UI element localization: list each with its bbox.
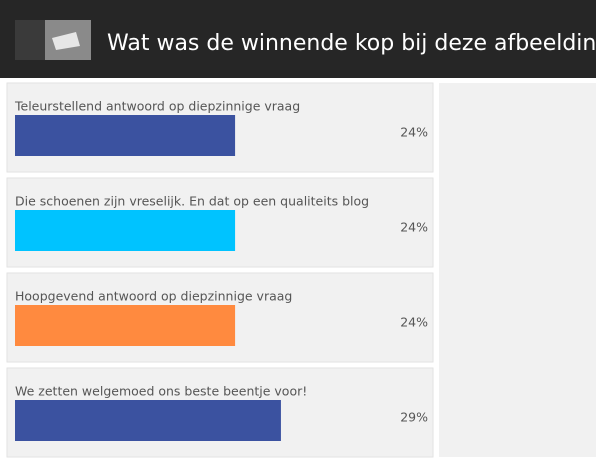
- bar: [15, 400, 281, 441]
- value-label: 24%: [400, 220, 428, 235]
- side-panel: [439, 83, 596, 457]
- title: Wat was de winnende kop bij deze afbeeld…: [107, 31, 596, 56]
- bar: [15, 115, 236, 156]
- option-label: We zetten welgemoed ons beste beentje vo…: [15, 384, 307, 399]
- bar: [15, 210, 236, 251]
- option-label: Die schoenen zijn vreselijk. En dat op e…: [15, 194, 369, 209]
- value-label: 29%: [400, 410, 428, 425]
- option-label: Teleurstellend antwoord op diepzinnige v…: [14, 99, 300, 114]
- thumbnail: [15, 20, 91, 60]
- value-label: 24%: [400, 315, 428, 330]
- option-label: Hoopgevend antwoord op diepzinnige vraag: [15, 289, 292, 304]
- header: [0, 0, 596, 78]
- bar: [15, 305, 236, 346]
- value-label: 24%: [400, 125, 428, 140]
